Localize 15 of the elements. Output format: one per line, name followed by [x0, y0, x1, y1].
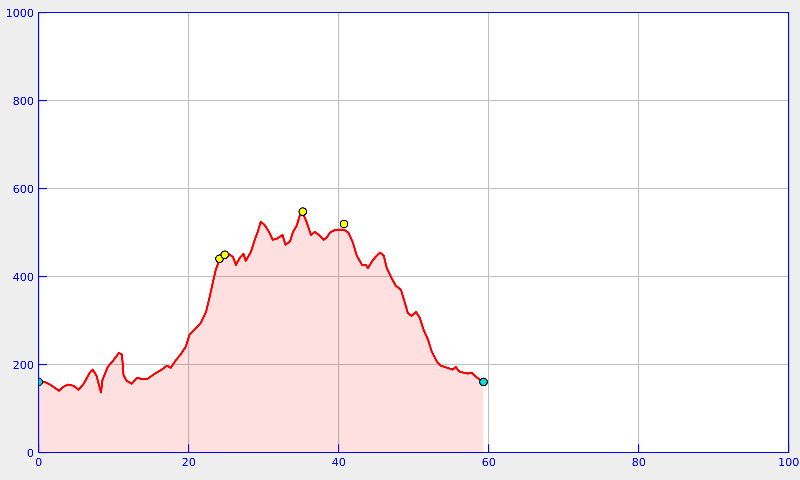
x-tick-label: 100	[780, 458, 799, 466]
y-tick-label: 400	[13, 272, 34, 282]
x-tick-label: 40	[332, 458, 346, 466]
y-tick-label: 200	[14, 360, 34, 370]
point	[298, 208, 308, 216]
x-tick-label: 20	[182, 458, 196, 466]
x-tick-label: 80	[632, 458, 646, 466]
point	[220, 250, 230, 260]
point	[340, 220, 349, 229]
y-tick-label: 1000	[7, 8, 34, 18]
y-tick-label: 600	[14, 184, 34, 194]
x-tick-label: 0	[36, 458, 42, 466]
x-tick-label: 60	[482, 458, 496, 466]
y-tick-label: 0	[28, 448, 34, 458]
y-tick-label: 800	[14, 96, 34, 106]
